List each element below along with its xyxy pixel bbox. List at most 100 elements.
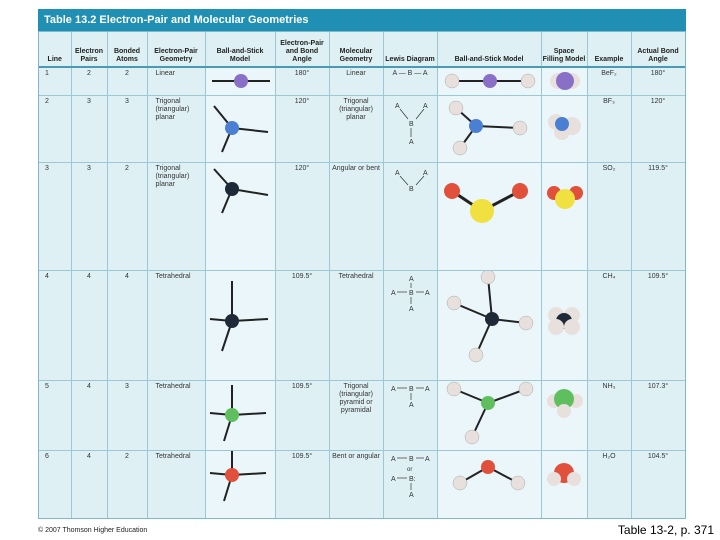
cell-bonded: 4	[107, 270, 148, 381]
cell-pairs: 3	[71, 162, 108, 271]
slide-caption: Table 13-2, p. 371	[617, 523, 714, 537]
table-row: 6 4 2 Tetrahedral 109.5° Bent or angular	[39, 450, 685, 518]
h2o-model-icon	[452, 459, 525, 490]
header-lewis: Lewis Diagram	[383, 32, 438, 68]
cell-actual: 109.5°	[631, 270, 685, 381]
ball-stick-pyramid	[205, 380, 276, 451]
cell-bonded: 2	[107, 67, 148, 96]
befl2-space-icon	[549, 72, 580, 90]
nh3-space-icon	[546, 388, 583, 418]
copyright-notice: © 2007 Thomson Higher Education	[38, 527, 148, 534]
lewis-bent-tetra-diagram: A B A or A B: A	[391, 456, 430, 499]
bf3-model-icon	[448, 100, 527, 155]
cell-mol-geometry: Linear	[329, 67, 384, 96]
lewis-linear: A — B — A	[383, 67, 438, 96]
cell-bonded: 3	[107, 380, 148, 451]
svg-text:A: A	[395, 103, 400, 110]
ball-stick-linear	[205, 67, 276, 96]
pyramid-model-icon	[209, 384, 266, 441]
cell-pairs: 4	[71, 270, 108, 381]
lewis-pyramid: A B A A	[383, 380, 438, 451]
cell-angle: 120°	[275, 95, 330, 163]
cell-example: NH₃	[587, 380, 632, 451]
lewis-bent: A A B	[383, 162, 438, 271]
cell-pairs: 4	[71, 380, 108, 451]
cell-example: SO₂	[587, 162, 632, 271]
space-filling-bent	[541, 162, 588, 271]
svg-text:B: B	[409, 186, 414, 193]
befl2-model-icon	[444, 73, 535, 89]
header-ep-geometry: Electron-Pair Geometry	[147, 32, 206, 68]
cell-ep-geometry: Linear	[147, 67, 206, 96]
cell-mol-geometry: Angular or bent	[329, 162, 384, 271]
cell-mol-geometry: Tetrahedral	[329, 270, 384, 381]
header-row: Line Electron Pairs Bonded Atoms Electro…	[39, 32, 685, 68]
space-filling-bent-tetra	[541, 450, 588, 518]
ball-stick-trigonal-2	[437, 95, 542, 163]
svg-text:A: A	[391, 476, 396, 483]
svg-text:B: B	[409, 290, 414, 297]
header-ball-stick-2: Ball-and-Stick Model	[437, 32, 542, 68]
header-actual-angle: Actual Bond Angle	[631, 32, 685, 68]
svg-text:B:: B:	[409, 476, 416, 483]
cell-line: 4	[39, 270, 72, 381]
svg-text:A: A	[423, 103, 428, 110]
cell-pairs: 4	[71, 450, 108, 518]
header-example: Example	[587, 32, 632, 68]
trigonal-model-icon	[212, 104, 268, 152]
cell-angle: 109.5°	[275, 450, 330, 518]
svg-text:A: A	[391, 386, 396, 393]
ball-stick-bent-tetra	[205, 450, 276, 518]
table-row: 2 3 3 Trigonal (triangular) planar 120° …	[39, 95, 685, 163]
ball-stick-linear-2	[437, 67, 542, 96]
header-ball-stick: Ball-and-Stick Model	[205, 32, 276, 68]
cell-line: 5	[39, 380, 72, 451]
bent-tetra-model-icon	[209, 450, 266, 501]
cell-bonded: 2	[107, 450, 148, 518]
svg-text:A: A	[391, 290, 396, 297]
svg-text:A: A	[391, 456, 396, 463]
space-filling-linear	[541, 67, 588, 96]
space-filling-tetra	[541, 270, 588, 381]
header-line: Line	[39, 32, 72, 68]
cell-line: 3	[39, 162, 72, 271]
ball-stick-pyramid-2	[437, 380, 542, 451]
svg-text:or: or	[407, 467, 412, 473]
ch4-space-icon	[547, 306, 580, 335]
lewis-bent-diagram: A A B	[395, 170, 428, 193]
cell-actual: 120°	[631, 95, 685, 163]
bf3-space-icon	[547, 113, 581, 140]
ch4-model-icon	[446, 270, 533, 362]
linear-model-icon	[211, 74, 270, 88]
nh3-model-icon	[446, 381, 533, 444]
header-space-filling: Space Filling Model	[541, 32, 588, 68]
cell-ep-geometry: Trigonal (triangular) planar	[147, 162, 206, 271]
space-filling-pyramid	[541, 380, 588, 451]
table-page: Table 13.2 Electron-Pair and Molecular G…	[38, 9, 686, 519]
lewis-trigonal: A A B A	[383, 95, 438, 163]
space-filling-trigonal	[541, 95, 588, 163]
lewis-tetra-diagram: A A B A A	[391, 276, 430, 313]
ball-stick-trigonal	[205, 95, 276, 163]
cell-line: 6	[39, 450, 72, 518]
cell-pairs: 3	[71, 95, 108, 163]
tetra-model-icon	[209, 280, 268, 351]
so2-model-icon	[443, 182, 528, 223]
cell-mol-geometry: Trigonal (triangular) pyramid or pyramid…	[329, 380, 384, 451]
geometry-grid: Line Electron Pairs Bonded Atoms Electro…	[39, 32, 685, 518]
lewis-trigonal-diagram: A A B A	[395, 103, 428, 146]
cell-example: BeF₂	[587, 67, 632, 96]
cell-line: 1	[39, 67, 72, 96]
cell-angle: 120°	[275, 162, 330, 271]
table-row: 4 4 4 Tetrahedral 109.5° Tetrahedral	[39, 270, 685, 381]
cell-angle: 109.5°	[275, 380, 330, 451]
ball-stick-tetra	[205, 270, 276, 381]
header-ep-angle: Electron-Pair and Bond Angle	[275, 32, 330, 68]
so2-space-icon	[546, 185, 583, 209]
svg-text:A: A	[425, 456, 430, 463]
ball-stick-bent-ep	[205, 162, 276, 271]
cell-actual: 119.5°	[631, 162, 685, 271]
svg-text:A: A	[409, 402, 414, 409]
header-electron-pairs: Electron Pairs	[71, 32, 108, 68]
header-bonded-atoms: Bonded Atoms	[107, 32, 148, 68]
